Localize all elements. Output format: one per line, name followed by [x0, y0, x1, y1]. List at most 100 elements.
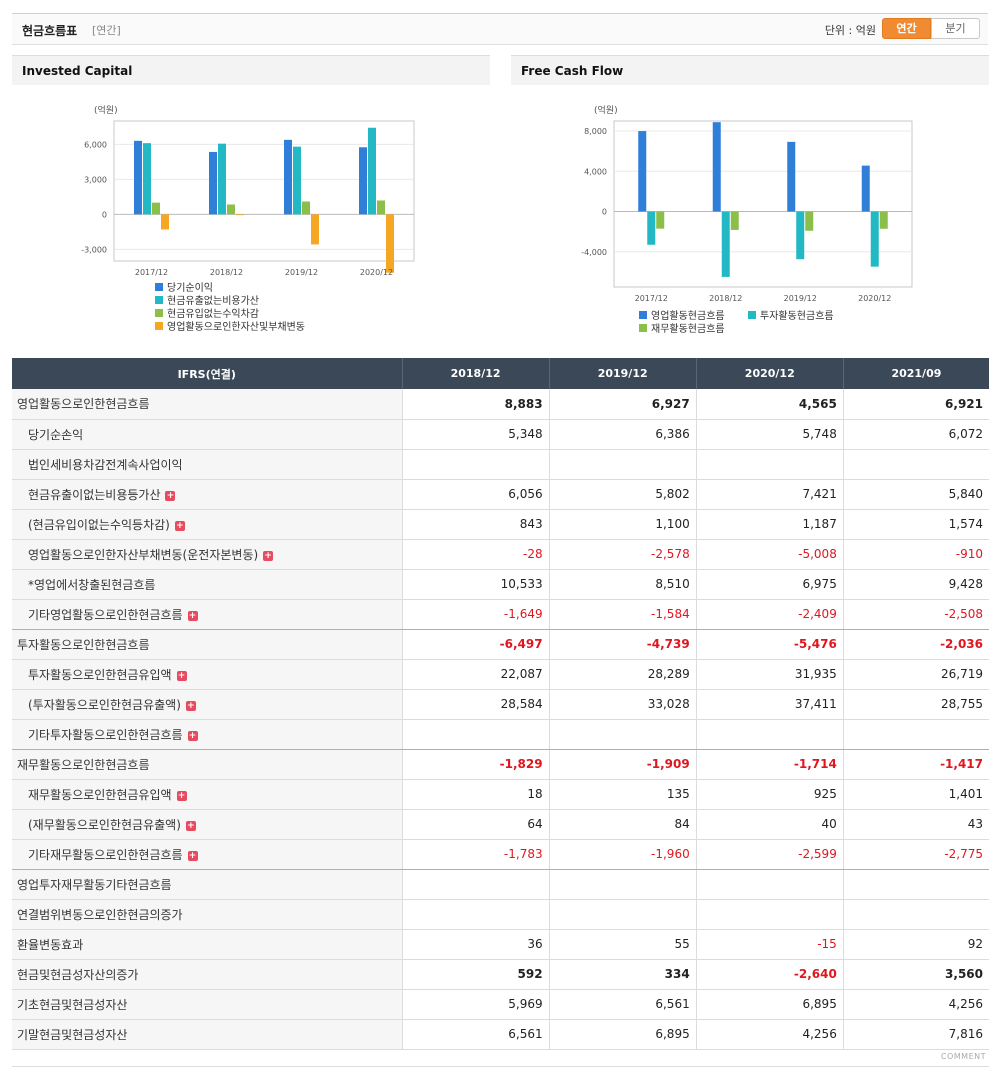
cell-value: -2,578 — [548, 539, 697, 570]
expand-plus-icon[interactable]: + — [187, 610, 198, 621]
table-row: (현금유입이없는수익등차감) +843 1,100 1,187 1,574 — [12, 509, 989, 540]
row-label-text: 기타재무활동으로인한현금흐름 — [28, 847, 183, 862]
cell-value: 6,561 — [548, 989, 697, 1020]
cell-value: -1,829 — [401, 749, 550, 780]
bar — [879, 211, 888, 229]
bar — [311, 214, 319, 245]
expand-plus-icon[interactable]: + — [187, 730, 198, 741]
expand-plus-icon[interactable]: + — [176, 670, 187, 681]
cell-value: -1,909 — [548, 749, 697, 780]
cell-value — [695, 899, 844, 930]
table-row: 현금및현금성자산의증가 592 334 -2,640 3,560 — [12, 959, 989, 990]
expand-plus-icon[interactable]: + — [185, 700, 196, 711]
table-row: 투자활동으로인한현금흐름 -6,497 -4,739 -5,476 -2,036 — [12, 629, 989, 660]
bar — [730, 211, 739, 230]
bar — [302, 201, 310, 215]
bar — [368, 127, 376, 215]
cell-value: 64 — [401, 809, 550, 840]
cell-value: -1,714 — [695, 749, 844, 780]
legend-swatch — [155, 283, 163, 291]
cell-value: 6,056 — [401, 479, 550, 510]
bar — [721, 211, 730, 277]
cell-value: -2,775 — [842, 839, 989, 870]
cell-value: 6,386 — [548, 419, 697, 450]
row-label: 환율변동효과 — [12, 929, 402, 960]
toggle-quarter-button[interactable]: 분기 — [931, 18, 980, 39]
cell-value: -1,960 — [548, 839, 697, 870]
legend-swatch — [639, 324, 647, 332]
cell-value: 8,510 — [548, 569, 697, 600]
legend-swatch — [748, 311, 756, 319]
table-row: 영업활동으로인한자산부채변동(운전자본변동) + -28 -2,578 -5,008 -9… — [12, 539, 989, 570]
cell-value — [842, 899, 989, 930]
toggle-annual-button[interactable]: 연간 — [882, 18, 931, 39]
y-tick-label: -3,000 — [81, 245, 107, 254]
expand-plus-icon[interactable]: + — [187, 850, 198, 861]
cell-value: -1,783 — [401, 839, 550, 870]
cell-value: 3,560 — [842, 959, 989, 990]
legend-label: 영업활동으로인한자산및부채변동 — [167, 320, 305, 333]
row-label: 재무활동으로인한현금유입액 + — [12, 779, 402, 810]
row-label-text: 투자활동으로인한현금유입액 — [28, 667, 172, 682]
bar — [209, 151, 217, 215]
free-cash-flow-panel: Free Cash Flow 8,000 4,000 0 -4,000 (억원) 2017… — [511, 55, 989, 355]
cell-value — [695, 449, 844, 480]
table-row: 환율변동효과 36 55 -15 92 — [12, 929, 989, 960]
expand-plus-icon[interactable]: + — [263, 550, 274, 561]
x-tick-label: 2020/12 — [360, 268, 393, 277]
row-label: 투자활동으로인한현금유입액 + — [12, 659, 402, 690]
cell-value: 31,935 — [695, 659, 844, 690]
cell-value: 5,802 — [548, 479, 697, 510]
cell-value: 26,719 — [842, 659, 989, 690]
cell-value — [401, 899, 550, 930]
row-label-text: (현금유입이없는수익등차감) — [28, 517, 170, 532]
row-label: (재무활동으로인한현금유출액) + — [12, 809, 402, 840]
table-header-col: 2019/12 — [548, 358, 697, 389]
table-row: 현금유출이없는비용등가산 +6,056 5,802 7,421 5,840 — [12, 479, 989, 510]
cell-value: -2,409 — [695, 599, 844, 630]
cell-value: -2,508 — [842, 599, 989, 630]
bar — [227, 204, 235, 215]
row-label-text: 기말현금및현금성자산 — [17, 1027, 128, 1042]
row-label-text: 법인세비용차감전계속사업이익 — [28, 457, 183, 472]
bar — [647, 211, 656, 245]
cell-value: -910 — [842, 539, 989, 570]
row-label-text: (투자활동으로인한현금유출액) — [28, 697, 181, 712]
row-label: 기타투자활동으로인한현금흐름 + — [12, 719, 402, 750]
x-tick-label: 2018/12 — [709, 294, 742, 303]
row-label: 영업활동으로인한자산부채변동(운전자본변동) + — [12, 539, 402, 570]
expand-plus-icon[interactable]: + — [176, 790, 187, 801]
cell-value: -28 — [401, 539, 550, 570]
legend-swatch — [155, 322, 163, 330]
row-label-text: 연결범위변동으로인한현금의증가 — [17, 907, 183, 922]
free-cash-flow-chart: 8,000 4,000 0 -4,000 (억원) 2017/12 2018/12 2019/… — [581, 104, 913, 335]
cell-value: 6,927 — [548, 389, 697, 420]
row-label-text: 영업활동으로인한현금흐름 — [17, 397, 150, 412]
cell-value: 592 — [401, 959, 550, 990]
cell-value: 8,883 — [401, 389, 550, 420]
unit-label: 단위 : 억원 — [824, 24, 876, 37]
table-row: 기타재무활동으로인한현금흐름 + -1,783 -1,960 -2,599 -2,775 — [12, 839, 989, 870]
cell-value: 4,256 — [695, 1019, 844, 1050]
cell-value: 9,428 — [842, 569, 989, 600]
comment-link[interactable]: COMMENT — [940, 1052, 986, 1061]
divider — [12, 1066, 989, 1067]
y-axis-label: (억원) — [594, 104, 618, 116]
legend-label: 당기순이익 — [167, 282, 213, 294]
bar — [712, 122, 721, 212]
cell-value: 6,561 — [401, 1019, 550, 1050]
table-row: 기타투자활동으로인한현금흐름 + — [12, 719, 989, 750]
cell-value — [548, 449, 697, 480]
expand-plus-icon[interactable]: + — [174, 520, 185, 531]
row-label: *영업에서창출된현금흐름 — [12, 569, 402, 600]
cell-value: -6,497 — [401, 629, 550, 660]
table-row: (재무활동으로인한현금유출액) +64 84 40 43 — [12, 809, 989, 840]
cell-value: 135 — [548, 779, 697, 810]
expand-plus-icon[interactable]: + — [165, 490, 176, 501]
cell-value: 6,975 — [695, 569, 844, 600]
expand-plus-icon[interactable]: + — [185, 820, 196, 831]
cell-value: -1,649 — [401, 599, 550, 630]
cell-value: 18 — [401, 779, 550, 810]
cell-value: 36 — [401, 929, 550, 960]
row-label: 당기순손익 — [12, 419, 402, 450]
